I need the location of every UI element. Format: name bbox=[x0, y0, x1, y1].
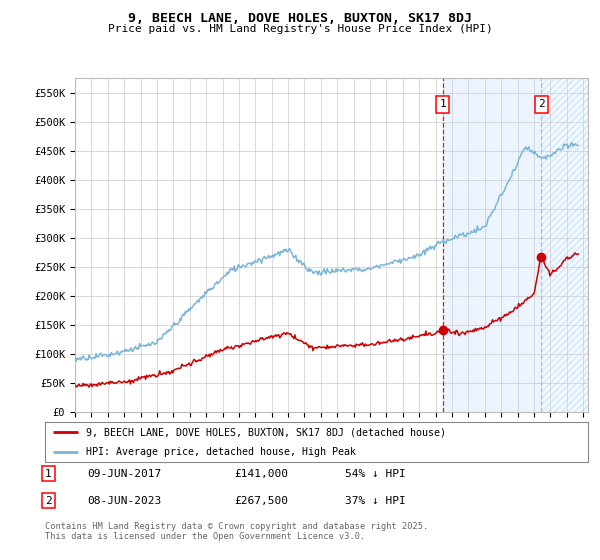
Text: 2: 2 bbox=[538, 100, 545, 109]
Bar bbox=[443, 78, 541, 412]
Bar bbox=[541, 78, 588, 412]
Text: Contains HM Land Registry data © Crown copyright and database right 2025.
This d: Contains HM Land Registry data © Crown c… bbox=[45, 522, 428, 542]
Text: 09-JUN-2017: 09-JUN-2017 bbox=[87, 469, 161, 479]
Text: 54% ↓ HPI: 54% ↓ HPI bbox=[345, 469, 406, 479]
Text: 2: 2 bbox=[45, 496, 52, 506]
Text: 1: 1 bbox=[45, 469, 52, 479]
Text: £141,000: £141,000 bbox=[234, 469, 288, 479]
Text: Price paid vs. HM Land Registry's House Price Index (HPI): Price paid vs. HM Land Registry's House … bbox=[107, 24, 493, 34]
Text: £267,500: £267,500 bbox=[234, 496, 288, 506]
Text: 08-JUN-2023: 08-JUN-2023 bbox=[87, 496, 161, 506]
Text: HPI: Average price, detached house, High Peak: HPI: Average price, detached house, High… bbox=[86, 447, 356, 458]
Text: 9, BEECH LANE, DOVE HOLES, BUXTON, SK17 8DJ (detached house): 9, BEECH LANE, DOVE HOLES, BUXTON, SK17 … bbox=[86, 427, 446, 437]
Text: 37% ↓ HPI: 37% ↓ HPI bbox=[345, 496, 406, 506]
Text: 1: 1 bbox=[439, 100, 446, 109]
Text: 9, BEECH LANE, DOVE HOLES, BUXTON, SK17 8DJ: 9, BEECH LANE, DOVE HOLES, BUXTON, SK17 … bbox=[128, 12, 472, 25]
